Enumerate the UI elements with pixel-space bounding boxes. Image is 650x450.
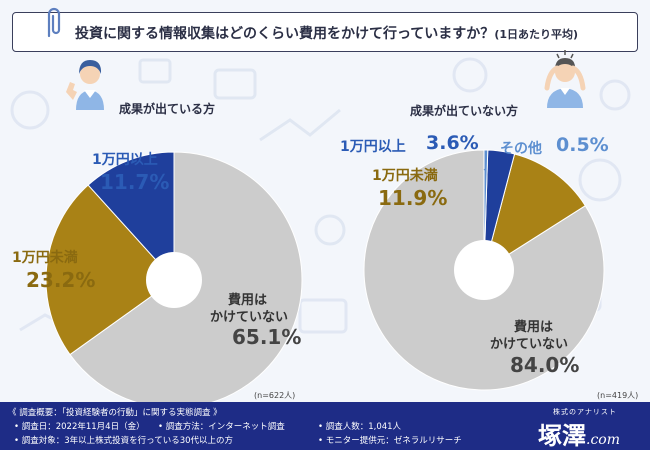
left-slice-over10k-value: 11.7%: [100, 170, 170, 194]
left-slice-nocost-label-1: 費用は: [228, 293, 268, 308]
left-pie-center-hole: [146, 252, 202, 308]
brand-tagline: 株式のアナリスト: [553, 408, 617, 416]
right-slice-under10k-value: 11.9%: [378, 186, 448, 210]
left-chart-title: 成果が出ている方: [115, 100, 222, 119]
right-pie-center-hole: [454, 240, 514, 300]
left-pie-slice-over-10k: [87, 151, 175, 282]
survey-provider: • モニター提供元：ゼネラルリサーチ: [318, 436, 462, 446]
left-slice-under10k-value: 23.2%: [26, 268, 96, 292]
brand-domain: .com: [586, 432, 620, 448]
left-slice-nocost-label-2: かけていない: [210, 310, 289, 325]
right-pie-slice-under-10k: [483, 153, 587, 272]
title-sub: (1日あたり平均): [494, 28, 579, 41]
left-slice-under10k-label: 1万円未満: [12, 250, 78, 266]
right-slice-nocost-value: 84.0%: [510, 353, 580, 377]
right-sample-size: (n=419人): [597, 391, 639, 400]
left-slice-over10k-label: 1万円以上: [92, 152, 158, 168]
survey-count: • 調査人数：1,041人: [318, 422, 402, 432]
right-slice-other-label: その他: [500, 141, 542, 157]
paperclip-icon: [47, 7, 61, 38]
right-slice-nocost-label-1: 費用は: [514, 320, 554, 335]
left-pie-slice-under-10k: [45, 184, 175, 356]
left-slice-nocost-value: 65.1%: [232, 325, 302, 349]
right-slice-under10k-label: 1万円未満: [372, 168, 438, 184]
survey-target: • 調査対象：3年以上株式投資を行っている30代以上の方: [14, 436, 234, 446]
right-slice-nocost-label-2: かけていない: [490, 337, 569, 352]
right-other-leader-line: [483, 152, 487, 171]
successful-person-icon: [66, 60, 104, 110]
right-pie-slice-other: [483, 149, 489, 271]
title-box: 投資に関する情報収集はどのくらい費用をかけて行っていますか？(1日あたり平均): [12, 12, 638, 52]
right-slice-over10k-value: 3.6%: [426, 132, 479, 154]
survey-footer: 《 調査概要：「投資経験者の行動」に関する実態調査 》 • 調査日：2022年1…: [0, 402, 650, 450]
brand-logo: 塚澤.com: [538, 416, 620, 450]
right-chart-title: 成果が出ていない方: [406, 102, 525, 121]
brand-name: 塚澤: [538, 421, 586, 450]
right-slice-over10k-label: 1万円以上: [340, 139, 406, 155]
right-slice-other-value: 0.5%: [556, 134, 609, 156]
page-title: 投資に関する情報収集はどのくらい費用をかけて行っていますか？(1日あたり平均): [75, 23, 578, 43]
survey-method: • 調査方法：インターネット調査: [158, 422, 285, 432]
title-main: 投資に関する情報収集はどのくらい費用をかけて行っていますか？: [75, 26, 495, 42]
left-sample-size: (n=622人): [254, 391, 296, 400]
survey-date: • 調査日：2022年11月4日（金）: [14, 422, 145, 432]
survey-heading: 《 調査概要：「投資経験者の行動」に関する実態調査 》: [8, 408, 222, 418]
worried-person-icon: [544, 50, 586, 108]
